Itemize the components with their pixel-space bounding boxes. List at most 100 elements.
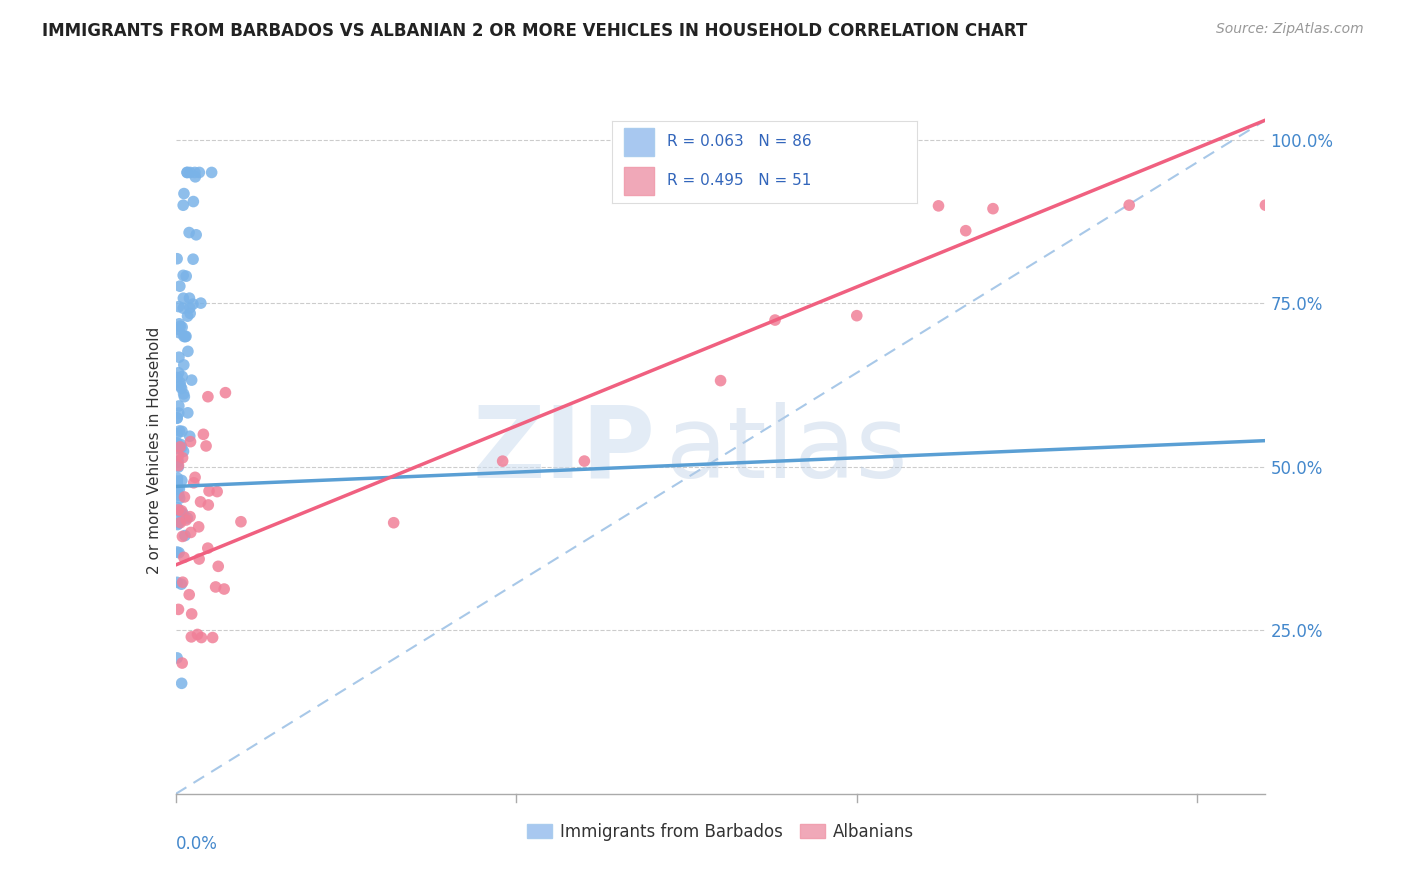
Point bbox=[169, 516, 191, 530]
Point bbox=[190, 296, 212, 310]
Point bbox=[174, 269, 197, 284]
Point bbox=[169, 491, 191, 506]
Point bbox=[229, 515, 252, 529]
Point bbox=[177, 406, 200, 420]
Point bbox=[179, 509, 201, 524]
Point bbox=[190, 631, 212, 645]
Point bbox=[166, 252, 188, 266]
Point bbox=[176, 511, 198, 525]
Point bbox=[174, 528, 197, 542]
Point bbox=[180, 525, 202, 540]
Point bbox=[184, 165, 207, 179]
Point bbox=[176, 165, 198, 179]
Point bbox=[166, 370, 188, 384]
Point bbox=[172, 369, 194, 384]
Point bbox=[173, 358, 195, 372]
Point bbox=[172, 301, 194, 316]
Point bbox=[173, 444, 195, 458]
Point bbox=[169, 440, 191, 454]
Point bbox=[169, 376, 191, 390]
Point bbox=[167, 503, 190, 517]
Point bbox=[170, 381, 193, 395]
Point bbox=[195, 439, 218, 453]
Point bbox=[180, 607, 202, 621]
Point bbox=[170, 425, 193, 439]
Point bbox=[169, 482, 191, 496]
Legend: Immigrants from Barbados, Albanians: Immigrants from Barbados, Albanians bbox=[520, 816, 921, 847]
Point bbox=[170, 504, 193, 518]
Text: atlas: atlas bbox=[666, 402, 908, 499]
Point bbox=[180, 434, 202, 449]
Point bbox=[173, 390, 195, 404]
Y-axis label: 2 or more Vehicles in Household: 2 or more Vehicles in Household bbox=[146, 326, 162, 574]
Point bbox=[172, 320, 194, 334]
Point bbox=[167, 488, 190, 502]
Text: ZIP: ZIP bbox=[472, 402, 655, 499]
Point bbox=[183, 475, 205, 490]
Point bbox=[179, 429, 201, 443]
Point bbox=[167, 602, 190, 616]
Point bbox=[166, 426, 188, 441]
Point bbox=[492, 454, 515, 468]
Point bbox=[167, 366, 190, 380]
Point bbox=[205, 484, 228, 499]
Point bbox=[845, 309, 868, 323]
Point bbox=[173, 387, 195, 401]
Point bbox=[170, 437, 193, 451]
Point bbox=[181, 252, 204, 267]
Point bbox=[179, 226, 201, 240]
Point bbox=[172, 268, 194, 283]
Point bbox=[166, 476, 188, 491]
Point bbox=[167, 460, 190, 475]
Point bbox=[172, 507, 194, 521]
Point bbox=[172, 529, 194, 543]
Point bbox=[179, 165, 201, 179]
Point bbox=[167, 458, 190, 473]
Point bbox=[173, 186, 195, 201]
Point bbox=[167, 546, 190, 560]
Point bbox=[167, 322, 190, 336]
Point bbox=[184, 169, 207, 184]
Point bbox=[188, 552, 211, 566]
Point bbox=[928, 199, 950, 213]
Point bbox=[169, 279, 191, 293]
Point bbox=[193, 427, 215, 442]
Point bbox=[382, 516, 405, 530]
Point bbox=[167, 449, 190, 463]
Point bbox=[183, 194, 205, 209]
Point bbox=[981, 202, 1004, 216]
Point bbox=[166, 411, 188, 425]
Point bbox=[169, 505, 191, 519]
Point bbox=[173, 550, 195, 565]
Point bbox=[955, 224, 977, 238]
Point bbox=[167, 399, 190, 413]
Point bbox=[197, 498, 219, 512]
Point bbox=[212, 582, 235, 596]
Point bbox=[166, 517, 188, 532]
Point bbox=[174, 329, 197, 343]
Point bbox=[172, 656, 194, 670]
Text: 0.0%: 0.0% bbox=[176, 835, 218, 853]
Point bbox=[166, 651, 188, 665]
Point bbox=[166, 512, 188, 526]
Point bbox=[166, 436, 188, 450]
Point bbox=[179, 306, 201, 320]
Point bbox=[204, 580, 226, 594]
Point bbox=[176, 309, 198, 323]
Point bbox=[710, 374, 733, 388]
Point bbox=[166, 442, 188, 456]
Point bbox=[169, 319, 191, 334]
Text: Source: ZipAtlas.com: Source: ZipAtlas.com bbox=[1216, 22, 1364, 37]
Point bbox=[1118, 198, 1140, 212]
Point bbox=[190, 495, 212, 509]
Point bbox=[186, 227, 208, 242]
Point bbox=[180, 630, 202, 644]
Point bbox=[173, 490, 195, 504]
Point bbox=[166, 471, 188, 485]
Point bbox=[179, 291, 201, 305]
Point bbox=[172, 291, 194, 305]
Point bbox=[181, 297, 204, 311]
Point bbox=[214, 385, 236, 400]
Point bbox=[173, 329, 195, 343]
Point bbox=[166, 455, 188, 469]
